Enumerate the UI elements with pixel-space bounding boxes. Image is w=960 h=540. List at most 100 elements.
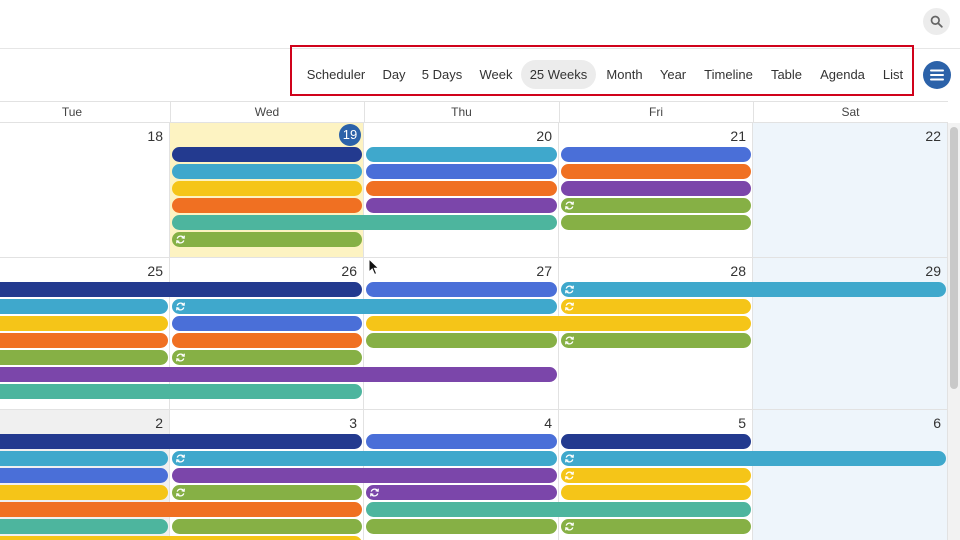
calendar-event[interactable] xyxy=(0,282,362,297)
calendar-event[interactable] xyxy=(172,198,362,213)
calendar-event[interactable] xyxy=(172,519,362,534)
calendar-event[interactable] xyxy=(366,282,557,297)
recurring-event[interactable] xyxy=(172,350,362,365)
calendar-event[interactable] xyxy=(0,434,362,449)
day-number[interactable]: 21 xyxy=(730,128,746,144)
view-button-timeline[interactable]: Timeline xyxy=(704,67,753,82)
day-number[interactable]: 18 xyxy=(147,128,163,144)
calendar-event[interactable] xyxy=(561,485,751,500)
day-number[interactable]: 5 xyxy=(738,415,746,431)
recurring-event-icon xyxy=(565,471,574,480)
day-number[interactable]: 27 xyxy=(536,263,552,279)
recurring-event[interactable] xyxy=(366,485,557,500)
day-number[interactable]: 20 xyxy=(536,128,552,144)
calendar-event[interactable] xyxy=(366,519,557,534)
calendar-event[interactable] xyxy=(0,468,168,483)
recurring-event-icon xyxy=(565,522,574,531)
recurring-event[interactable] xyxy=(172,451,557,466)
weekday-label: Tue xyxy=(0,102,171,123)
recurring-event-icon xyxy=(176,353,185,362)
mouse-cursor-icon xyxy=(368,258,380,276)
recurring-event-icon xyxy=(176,488,185,497)
day-number[interactable]: 25 xyxy=(147,263,163,279)
calendar-event[interactable] xyxy=(0,451,168,466)
day-number[interactable]: 26 xyxy=(341,263,357,279)
view-button-month[interactable]: Month xyxy=(606,67,643,82)
calendar-event[interactable] xyxy=(0,384,362,399)
recurring-event[interactable] xyxy=(561,333,751,348)
day-number[interactable]: 28 xyxy=(730,263,746,279)
scrollbar-thumb[interactable] xyxy=(950,127,958,389)
recurring-event-icon xyxy=(370,488,379,497)
view-button-table[interactable]: Table xyxy=(770,67,803,82)
calendar-event[interactable] xyxy=(0,536,362,540)
recurring-event[interactable] xyxy=(561,198,751,213)
calendar-event[interactable] xyxy=(172,215,557,230)
calendar-event[interactable] xyxy=(366,316,751,331)
recurring-event[interactable] xyxy=(172,299,557,314)
weekday-label: Fri xyxy=(559,102,754,123)
vertical-scrollbar[interactable] xyxy=(948,123,960,540)
calendar-event[interactable] xyxy=(0,367,557,382)
day-number[interactable]: 6 xyxy=(933,415,941,431)
calendar-event[interactable] xyxy=(0,350,168,365)
calendar-event[interactable] xyxy=(561,181,751,196)
calendar-event[interactable] xyxy=(366,502,751,517)
calendar-event[interactable] xyxy=(172,316,362,331)
recurring-event[interactable] xyxy=(561,519,751,534)
calendar-event[interactable] xyxy=(366,181,557,196)
recurring-event[interactable] xyxy=(172,485,362,500)
calendar-event[interactable] xyxy=(0,299,168,314)
recurring-event[interactable] xyxy=(561,282,946,297)
calendar-event[interactable] xyxy=(366,164,557,179)
day-number[interactable]: 3 xyxy=(349,415,357,431)
calendar-event[interactable] xyxy=(561,434,751,449)
recurring-event-icon xyxy=(565,336,574,345)
view-button-agenda[interactable]: Agenda xyxy=(820,67,865,82)
calendar-event[interactable] xyxy=(0,519,168,534)
day-cell[interactable]: 22 xyxy=(753,123,948,258)
search-button[interactable] xyxy=(923,8,950,35)
calendar-event[interactable] xyxy=(0,485,168,500)
view-button-scheduler[interactable]: Scheduler xyxy=(306,67,366,82)
view-button-5-days[interactable]: 5 Days xyxy=(421,67,463,82)
menu-button[interactable] xyxy=(923,61,951,89)
calendar-event[interactable] xyxy=(172,147,362,162)
day-number[interactable]: 2 xyxy=(155,415,163,431)
recurring-event[interactable] xyxy=(172,232,362,247)
today-day-number[interactable]: 19 xyxy=(339,124,361,146)
view-button-year[interactable]: Year xyxy=(659,67,687,82)
calendar-event[interactable] xyxy=(366,198,557,213)
calendar-event[interactable] xyxy=(561,164,751,179)
calendar-event[interactable] xyxy=(561,215,751,230)
top-bar xyxy=(0,0,960,49)
calendar-event[interactable] xyxy=(366,434,557,449)
day-number[interactable]: 22 xyxy=(925,128,941,144)
calendar-event[interactable] xyxy=(561,147,751,162)
day-cell[interactable]: 6 xyxy=(753,410,948,540)
day-number[interactable]: 29 xyxy=(925,263,941,279)
view-button-week[interactable]: Week xyxy=(479,67,513,82)
calendar-event[interactable] xyxy=(172,181,362,196)
day-cell[interactable]: 29 xyxy=(753,258,948,410)
calendar-event[interactable] xyxy=(0,333,168,348)
calendar-event[interactable] xyxy=(172,164,362,179)
day-cell[interactable]: 18 xyxy=(0,123,170,258)
view-button-list[interactable]: List xyxy=(882,67,904,82)
recurring-event-icon xyxy=(176,454,185,463)
recurring-event[interactable] xyxy=(561,451,946,466)
recurring-event-icon xyxy=(565,454,574,463)
calendar-event[interactable] xyxy=(0,502,362,517)
weekday-label: Thu xyxy=(364,102,560,123)
calendar-event[interactable] xyxy=(366,333,557,348)
recurring-event[interactable] xyxy=(561,299,751,314)
calendar-event[interactable] xyxy=(366,147,557,162)
calendar-event[interactable] xyxy=(172,333,362,348)
calendar-event[interactable] xyxy=(0,316,168,331)
view-button-day[interactable]: Day xyxy=(382,67,406,82)
day-number[interactable]: 4 xyxy=(544,415,552,431)
search-icon xyxy=(930,15,943,28)
recurring-event[interactable] xyxy=(561,468,751,483)
calendar-event[interactable] xyxy=(172,468,557,483)
view-button-25-weeks[interactable]: 25 Weeks xyxy=(521,60,596,89)
